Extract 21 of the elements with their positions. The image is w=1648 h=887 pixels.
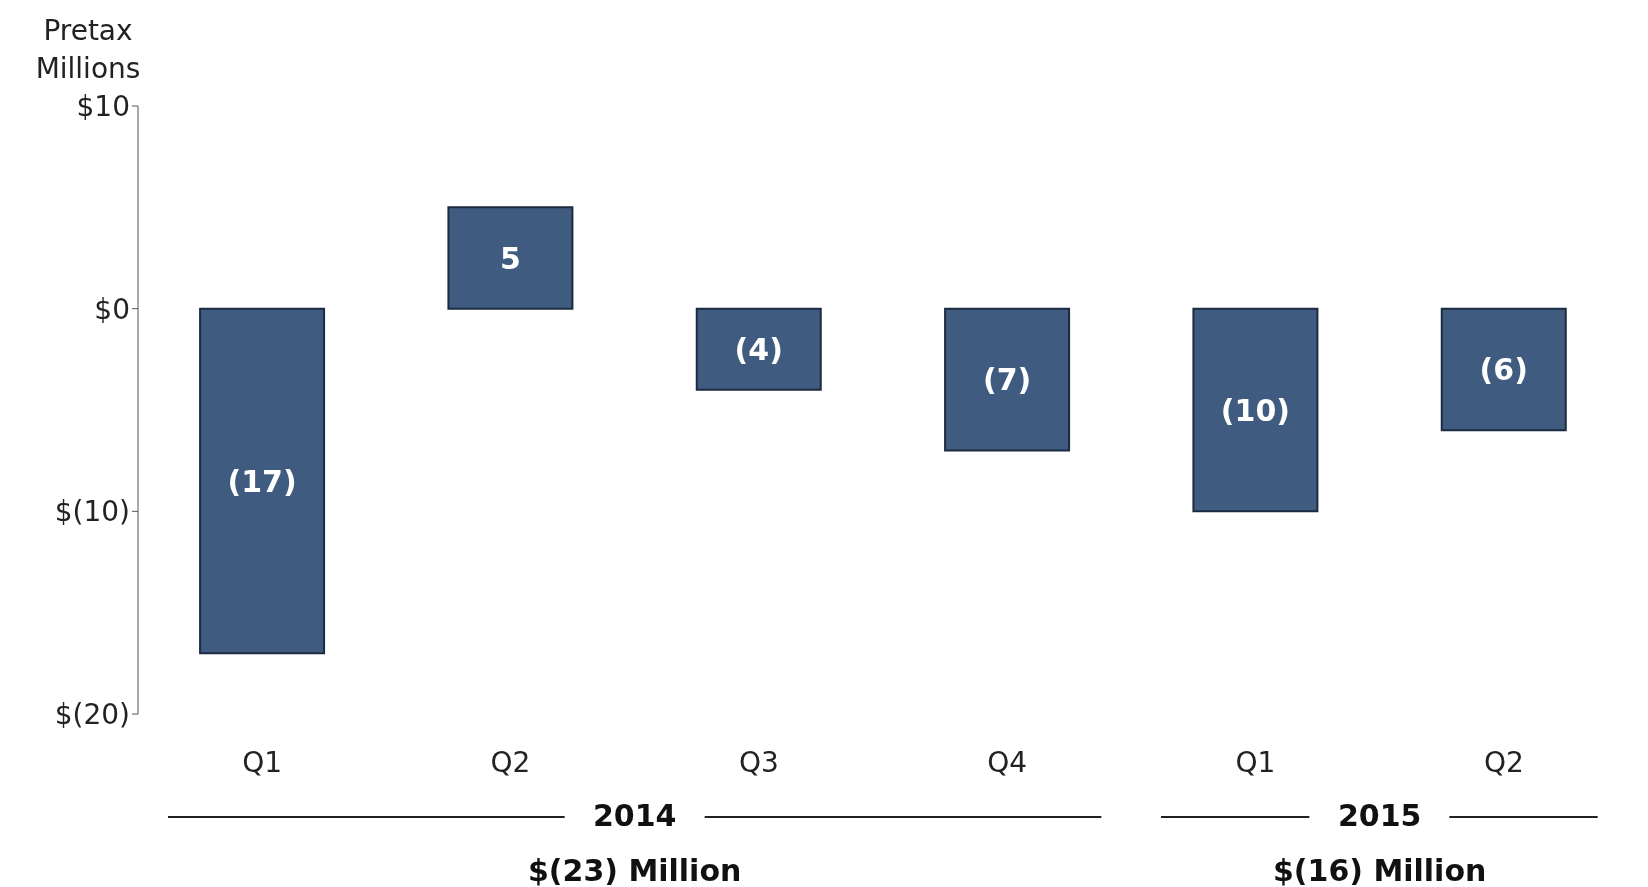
text: 2015 [1336,798,1423,833]
data-label: (6) [1479,352,1528,388]
x-tick-label: Q1 [242,745,283,779]
text: 2014 [591,798,678,833]
y-tick-label: $10 [76,89,130,123]
y-tick-label: $(10) [54,495,130,529]
text: $(16) Million [1271,853,1488,887]
data-label: (7) [982,362,1032,398]
x-tick-label: Q3 [738,745,779,779]
data-label: (17) [227,463,297,499]
x-tick-label: Q1 [1235,745,1276,779]
data-label: (10) [1220,392,1290,428]
text: $(23) Million [526,853,743,887]
y-axis-title: Pretax Millions [34,13,142,87]
x-tick-label: Q4 [987,745,1028,779]
x-tick-label: Q2 [1483,745,1524,779]
x-tick-label: Q2 [490,745,531,779]
y-tick-label: $0 [94,292,130,326]
data-label: 5 [499,240,521,276]
data-label: (4) [734,331,783,367]
y-tick-label: $(20) [54,697,130,731]
